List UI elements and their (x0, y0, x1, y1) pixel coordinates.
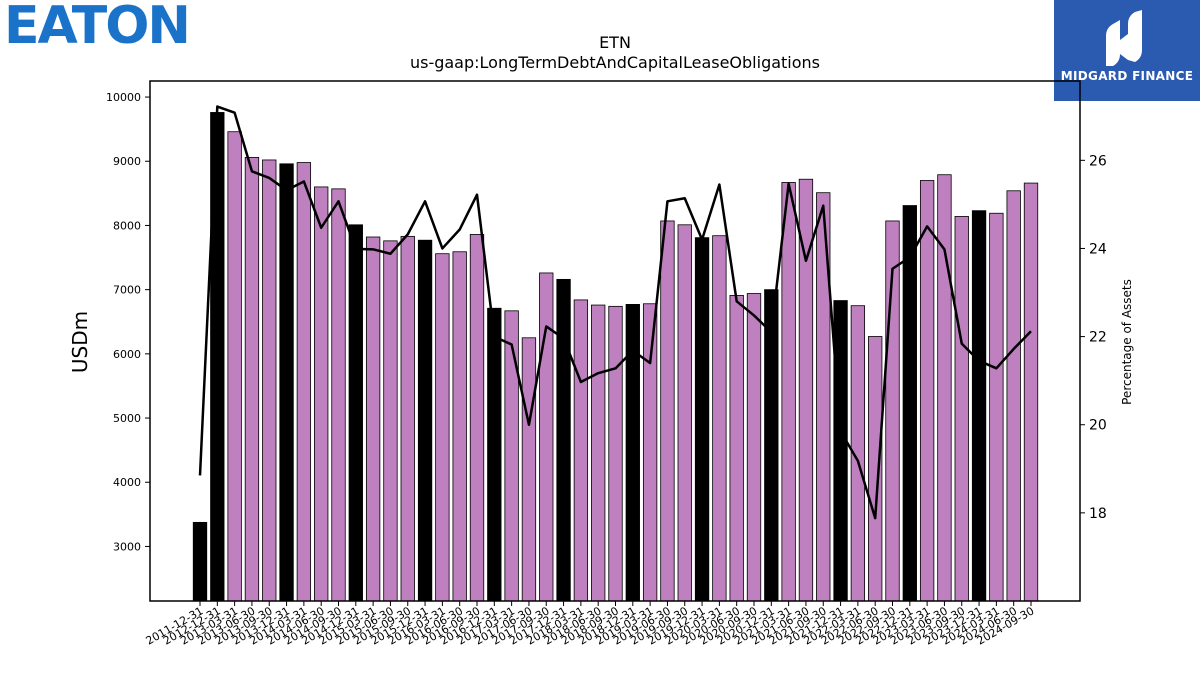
midgard-logo-text: MIDGARD FINANCE (1060, 69, 1194, 83)
bar (365, 236, 381, 602)
bar (539, 272, 554, 602)
line-layer (198, 105, 1032, 520)
y2-tick-label: 18 (1089, 506, 1107, 522)
bar (919, 180, 935, 602)
bar (487, 307, 502, 602)
pct-of-assets-line (198, 105, 1032, 520)
bar (383, 240, 398, 602)
bar (400, 235, 415, 602)
bar (625, 304, 640, 602)
bar (694, 237, 710, 602)
y-tick-label: 7000 (113, 284, 141, 297)
y2-tick-label: 22 (1089, 330, 1107, 346)
bar (1006, 190, 1021, 602)
y2-tick-label: 26 (1089, 153, 1107, 169)
bar (902, 205, 917, 602)
bar (452, 251, 467, 602)
bar (868, 336, 883, 602)
bar (192, 521, 208, 602)
bar (279, 163, 294, 602)
bar (989, 212, 1004, 602)
bar (764, 289, 779, 602)
bar (331, 188, 346, 602)
y2-axis-label: Percentage of Assets (1120, 279, 1134, 405)
y2-tick-label: 24 (1089, 241, 1107, 257)
eaton-logo: EATON (4, 0, 191, 52)
bar (591, 304, 606, 602)
eaton-logo-text: EATON (4, 0, 191, 56)
bars-layer (192, 112, 1039, 602)
y-tick-label: 6000 (113, 348, 141, 361)
midgard-mark-icon (1106, 10, 1142, 66)
bar (608, 305, 623, 602)
bar (746, 293, 762, 602)
bar (971, 210, 987, 602)
bar (435, 253, 450, 602)
y-tick-label: 3000 (113, 540, 141, 553)
bar (781, 182, 796, 602)
y-tick-label: 8000 (113, 219, 141, 232)
bar (556, 278, 571, 602)
bar (227, 131, 242, 602)
bar (573, 299, 589, 602)
bar (469, 234, 485, 602)
chart-title: ETN (599, 33, 631, 52)
bar (712, 235, 727, 602)
y-tick-label: 5000 (113, 412, 141, 425)
bar (677, 224, 692, 602)
bar (521, 337, 537, 602)
bar (296, 162, 312, 602)
bar (348, 224, 363, 602)
bar (1023, 182, 1039, 602)
axes-layer: 3000 4000 5000 6000 7000 8000 9000 10000 18 20 22 2… (106, 91, 1107, 648)
bar (314, 186, 329, 602)
bar (954, 216, 969, 602)
bar (504, 310, 519, 602)
y-tick-label: 4000 (113, 476, 141, 489)
bar (660, 220, 675, 602)
bar (262, 159, 277, 602)
y-tick-label: 10000 (106, 91, 141, 104)
y2-tick-label: 20 (1089, 418, 1107, 434)
y-axis-label: USDm (68, 311, 92, 373)
bar (642, 303, 658, 602)
bar (729, 295, 744, 602)
bar (937, 174, 952, 602)
bar (417, 239, 433, 602)
bar (833, 300, 848, 602)
y-tick-label: 9000 (113, 155, 141, 168)
midgard-finance-logo: MIDGARD FINANCE (1054, 0, 1200, 101)
bar (244, 156, 260, 602)
chart-subtitle: us-gaap:LongTermDebtAndCapitalLeaseOblig… (410, 53, 820, 72)
